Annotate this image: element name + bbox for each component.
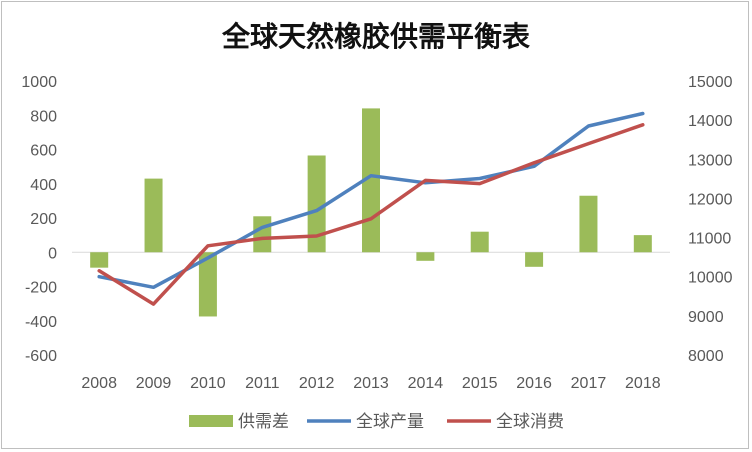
left-axis-tick-label: 0 (48, 245, 57, 262)
right-axis-tick-label: 15000 (688, 74, 733, 91)
x-axis-tick-label: 2009 (136, 375, 172, 392)
right-axis-tick-label: 11000 (688, 231, 731, 248)
plot-area: -600 -400 -200 0 200 400 600 800 1000 8000 9000 100… (21, 74, 732, 392)
x-axis-tick-label: 2017 (571, 375, 607, 392)
right-axis-tick-label: 10000 (688, 270, 733, 287)
bar-supply-demand-gap (253, 216, 272, 253)
series-line-global-consumption (97, 123, 645, 306)
x-axis-tick-label: 2015 (462, 375, 498, 392)
bar-supply-demand-gap (579, 195, 598, 253)
x-axis-tick-label: 2016 (516, 375, 552, 392)
left-axis-tick-label: 200 (30, 211, 57, 228)
bar-supply-demand-gap (470, 231, 489, 253)
left-axis-tick-label: -600 (25, 348, 57, 365)
x-axis-tick-label: 2008 (81, 375, 117, 392)
right-axis-tick-label: 12000 (688, 191, 733, 208)
x-axis-tick-label: 2018 (625, 375, 661, 392)
bar-supply-demand-gap (633, 235, 652, 253)
left-axis-tick-label: -400 (25, 314, 57, 331)
x-axis-tick-label: 2011 (245, 375, 280, 392)
x-axis-tick-label: 2010 (190, 375, 226, 392)
right-axis-tick-label: 9000 (688, 309, 724, 326)
legend-label: 全球消费 (496, 412, 564, 432)
legend-label: 全球产量 (356, 412, 424, 432)
x-axis-tick-label: 2014 (408, 375, 444, 392)
bar-supply-demand-gap (198, 252, 217, 317)
left-axis-tick-label: 800 (30, 108, 57, 125)
legend-swatch-bar (189, 415, 233, 427)
legend: 供需差 全球产量 全球消费 (189, 412, 564, 432)
bar-supply-demand-gap (90, 252, 109, 268)
right-axis-tick-label: 14000 (688, 113, 733, 130)
left-axis-tick-label: 1000 (21, 74, 57, 91)
left-axis-tick-label: -200 (25, 280, 57, 297)
legend-label: 供需差 (238, 412, 289, 432)
bar-supply-demand-gap (416, 252, 435, 261)
left-axis-tick-label: 600 (30, 143, 57, 160)
x-axis-tick-label: 2012 (299, 375, 335, 392)
x-axis-tick-label: 2013 (353, 375, 389, 392)
right-axis-tick-label: 13000 (688, 152, 733, 169)
left-axis-tick-label: 400 (30, 177, 57, 194)
chart-title: 全球天然橡胶供需平衡表 (221, 20, 530, 53)
bar-supply-demand-gap (525, 252, 544, 267)
bar-supply-demand-gap (307, 155, 326, 253)
right-axis-tick-label: 8000 (688, 348, 724, 365)
bar-supply-demand-gap (144, 178, 163, 253)
